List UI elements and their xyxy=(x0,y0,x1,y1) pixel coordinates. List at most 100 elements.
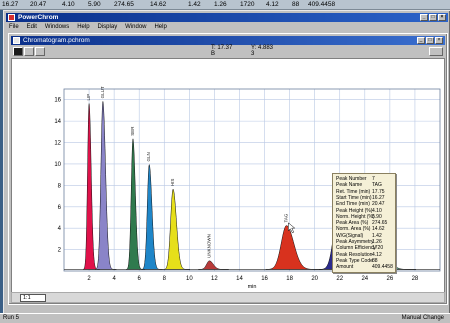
popup-label: Peak Resolution xyxy=(336,251,373,258)
x-axis-label: min xyxy=(248,284,257,290)
cursor-value-readout: Y: 4.883 xyxy=(251,45,274,51)
menu-file[interactable]: File xyxy=(9,24,19,30)
popup-label: W/G(Signal) xyxy=(336,232,364,239)
popup-label: Norm. Height (%) xyxy=(336,213,375,220)
x-tick-label: 12 xyxy=(211,276,218,282)
peak-label: GLUT xyxy=(100,86,105,98)
strip-value: 4.10 xyxy=(62,1,75,8)
x-tick-label: 26 xyxy=(387,276,394,282)
chromatogram-titlebar[interactable]: Chromatogram.pchrom _ □ × xyxy=(11,36,445,45)
cursor-time-readout: T: 17.37 xyxy=(211,45,233,51)
menu-windows[interactable]: Windows xyxy=(44,24,70,30)
x-tick-label: 24 xyxy=(361,276,368,282)
document-icon xyxy=(13,37,20,44)
x-tick-label: 4 xyxy=(112,276,116,282)
x-tick-label: 2 xyxy=(87,276,91,282)
popup-value: 14.62 xyxy=(372,226,385,233)
close-button[interactable]: × xyxy=(438,14,446,21)
y-tick-label: 6 xyxy=(58,205,62,211)
peak-tag xyxy=(265,225,323,270)
popup-label: Peak Asymmetry xyxy=(336,239,374,245)
strip-value: 16.27 xyxy=(2,1,19,8)
x-tick-label: 20 xyxy=(311,276,318,282)
popup-row: Start Time (min) 16.27 xyxy=(336,195,394,203)
popup-row: Column Efficiency 1720 xyxy=(336,245,394,253)
popup-value: 88 xyxy=(372,257,378,264)
menu-edit[interactable]: Edit xyxy=(26,24,37,30)
peak-table-strip: 16.27 20.47 4.10 5.90 274.65 14.62 1.42 … xyxy=(0,0,450,10)
popup-row: Ret. Time (min) 17.75 xyxy=(336,189,394,197)
popup-value: 1.26 xyxy=(372,239,382,245)
pointer-tool-icon[interactable] xyxy=(24,47,34,56)
popup-value: 7 xyxy=(372,176,375,182)
status-right: Manual Change xyxy=(401,315,444,321)
popup-row: Peak Resolution 4.12 xyxy=(336,252,394,260)
peak-label: GLN xyxy=(146,152,151,161)
peak-glut xyxy=(94,101,117,270)
popup-row: Peak Number 7 xyxy=(336,176,394,184)
chromatogram-window: Chromatogram.pchrom _ □ × T: 17.37 Y: 4.… xyxy=(8,33,448,305)
popup-label: Peak Area (%) xyxy=(336,220,369,227)
menu-display[interactable]: Display xyxy=(97,24,118,30)
popup-value: 1720 xyxy=(372,245,384,252)
y-tick-label: 10 xyxy=(54,162,61,168)
maximize-button[interactable]: □ xyxy=(429,14,437,21)
x-tick-label: 10 xyxy=(186,276,193,282)
child-minimize-button[interactable]: _ xyxy=(417,37,425,44)
popup-value: 274.65 xyxy=(372,220,388,227)
chromatogram-plot[interactable]: 2 4 6 8 10 12 14 16 18 20 22 24 26 28 2 4 6 8 10 12 14 16 min L… xyxy=(11,58,445,293)
popup-label: Start Time (min) xyxy=(336,194,372,201)
peak-info-popup: Peak Number 7 Peak Name TAG Ret. Time (min) 1… xyxy=(332,173,396,273)
menu-help-2[interactable]: Help xyxy=(154,24,167,30)
peak-label: LIP xyxy=(86,94,91,101)
horizontal-scrollbar[interactable]: 1:1 xyxy=(11,292,445,303)
y-tick-label: 16 xyxy=(54,98,61,104)
cursor-label-3: 3 xyxy=(251,50,255,57)
cursor-label-b: B xyxy=(211,50,216,57)
x-tick-label: 18 xyxy=(286,276,293,282)
child-maximize-button[interactable]: □ xyxy=(426,37,434,44)
popup-row: Peak Area (%) 274.65 xyxy=(336,220,394,228)
zoom-select[interactable]: 1:1 xyxy=(20,294,46,302)
popup-label: End Time (min) xyxy=(336,201,370,208)
popup-label: Peak Height (%) xyxy=(336,207,373,214)
baseline-tool-icon[interactable] xyxy=(35,47,45,56)
popup-label: Column Efficiency xyxy=(336,245,376,252)
plot-frame xyxy=(63,88,441,272)
popup-value: 17.75 xyxy=(372,188,385,195)
x-tick-label: 6 xyxy=(138,276,142,282)
strip-value: 88 xyxy=(292,1,300,8)
peak-label: HIS xyxy=(170,179,175,187)
zoom-tool-icon[interactable] xyxy=(13,47,23,56)
popup-row: Norm. Area (%) 14.62 xyxy=(336,226,394,234)
popup-row: Peak Type Code 88 xyxy=(336,258,394,266)
child-close-button[interactable]: × xyxy=(435,37,443,44)
popup-row: Peak Height (%) 4.10 xyxy=(336,208,394,216)
strip-value: 274.65 xyxy=(114,1,134,8)
menu-help[interactable]: Help xyxy=(77,24,90,30)
x-tick-label: 22 xyxy=(336,276,343,282)
popup-row: W/G(Signal) 1.42 xyxy=(336,233,394,241)
chromatogram-title: Chromatogram.pchrom xyxy=(23,37,90,44)
peak-gln xyxy=(141,163,163,270)
strip-value: 1.26 xyxy=(214,1,227,8)
minimize-button[interactable]: _ xyxy=(420,14,428,21)
status-left: Run 5 xyxy=(3,315,20,321)
strip-value: 5.90 xyxy=(88,1,101,8)
popup-row: End Time (min) 20.47 xyxy=(336,201,394,209)
peak-his xyxy=(163,188,190,270)
popup-label: Peak Name xyxy=(336,182,363,189)
peak-label: UNKNOWN xyxy=(206,234,211,258)
popup-label: Amount xyxy=(336,264,354,271)
strip-value: 409.4458 xyxy=(308,1,336,8)
popup-value: 409.4458 xyxy=(372,264,393,271)
toolbar-right-button[interactable] xyxy=(429,47,443,56)
x-tick-label: 8 xyxy=(163,276,167,282)
menubar: File Edit Windows Help Display Window He… xyxy=(6,23,448,31)
peak-label: TAG xyxy=(283,213,288,222)
mouse-pointer-icon xyxy=(288,222,296,234)
status-bar: Run 5 Manual Change xyxy=(0,313,450,323)
strip-value: 1720 xyxy=(240,1,255,8)
menu-window[interactable]: Window xyxy=(125,24,147,30)
app-titlebar[interactable]: PowerChrom _ □ × xyxy=(6,13,448,22)
